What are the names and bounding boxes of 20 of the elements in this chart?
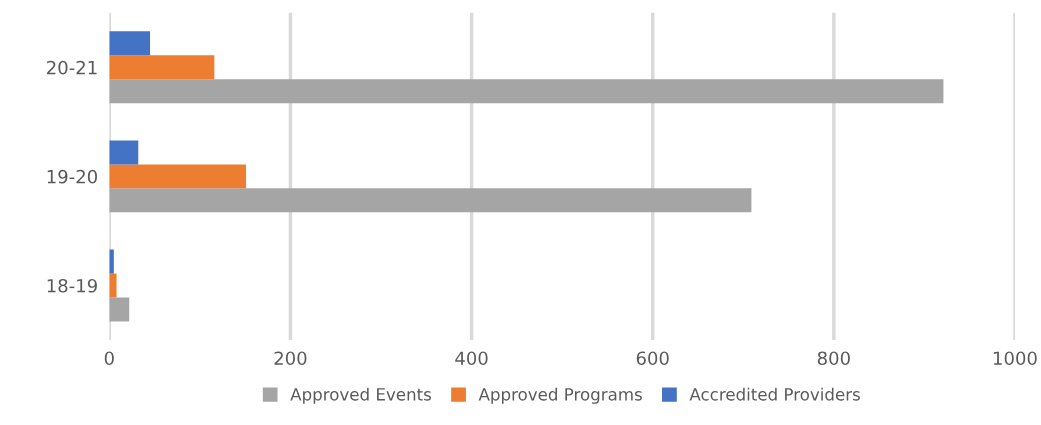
x-tick-label: 600 [636,351,669,366]
y-tick-label: 20-21 [47,60,97,75]
bar [109,297,130,322]
legend-label: Approved Events [290,387,432,404]
bar [109,31,151,56]
bar [109,188,752,213]
bar [109,273,117,298]
y-tick-label: 19-20 [47,169,97,184]
legend-label: Approved Programs [478,387,642,404]
bar [109,140,139,165]
bar [109,55,215,80]
bar [109,164,247,189]
x-tick-label: 200 [274,351,307,366]
y-tick-label: 18-19 [47,278,97,293]
x-tick-label: 1000 [993,351,1037,366]
x-tick-label: 800 [817,351,850,366]
legend-label: Accredited Providers [689,387,860,401]
x-tick-label: 400 [455,351,488,366]
bar [109,79,944,104]
x-tick-label: 0 [104,351,114,366]
